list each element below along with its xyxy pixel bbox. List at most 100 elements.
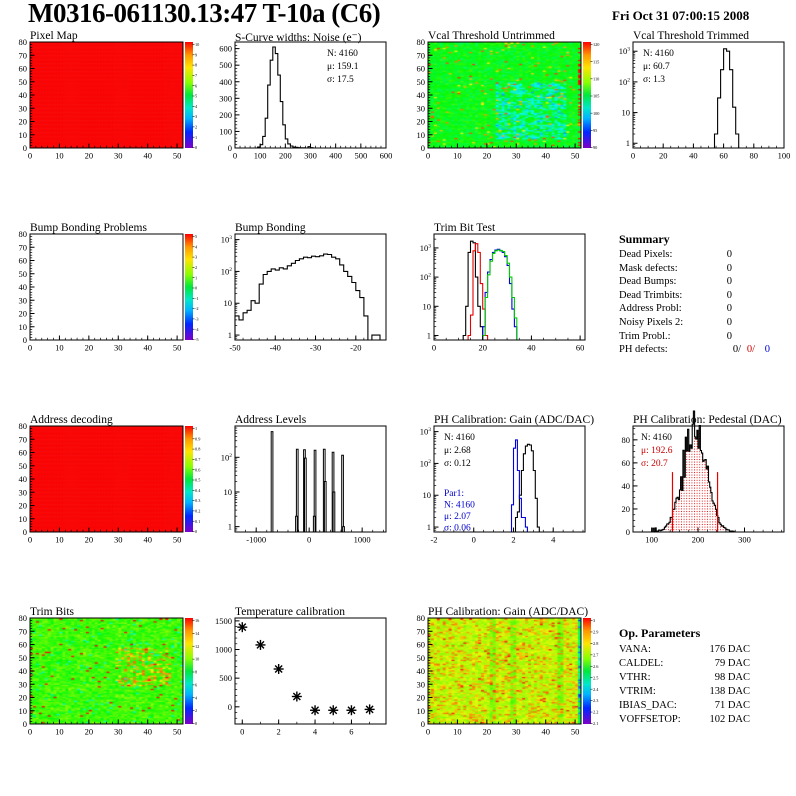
svg-text:-2: -2 xyxy=(430,535,437,545)
svg-text:0: 0 xyxy=(195,529,197,534)
svg-text:40: 40 xyxy=(19,90,28,100)
panel-row-label: VTRIM: xyxy=(619,686,656,697)
svg-text:50: 50 xyxy=(19,461,28,471)
panel-row: Dead Bumps: 0 xyxy=(619,276,786,290)
svg-text:400: 400 xyxy=(329,151,342,161)
svg-text:4: 4 xyxy=(313,727,318,737)
svg-text:20: 20 xyxy=(417,693,426,703)
panel-row-value: 0 xyxy=(726,330,732,342)
svg-text:40: 40 xyxy=(143,151,152,161)
svg-text:50: 50 xyxy=(19,269,28,279)
plot-temperature-calibration: Temperature calibration 0 2 4 6 0 500 1000 1500 xyxy=(199,606,398,796)
panel-row-value: 0/ xyxy=(746,344,755,356)
plot-title: PH Calibration: Gain (ADC/DAC) xyxy=(434,414,595,426)
svg-text:0: 0 xyxy=(228,143,232,153)
svg-text:50: 50 xyxy=(571,727,580,737)
svg-text:10: 10 xyxy=(453,151,462,161)
svg-text:0: 0 xyxy=(28,727,32,737)
svg-text:500: 500 xyxy=(354,151,367,161)
svg-text:10: 10 xyxy=(417,706,426,716)
svg-text:102: 102 xyxy=(619,77,631,87)
svg-text:60: 60 xyxy=(576,343,585,353)
plot-trim-bits: Trim Bits 0 10 20 30 40 50 0 10 20 30 40 50 60 70 80 16 1… xyxy=(0,606,201,796)
svg-text:80: 80 xyxy=(417,37,426,47)
svg-text:20: 20 xyxy=(478,343,487,353)
svg-text:0.6: 0.6 xyxy=(195,467,201,472)
svg-text:10: 10 xyxy=(423,490,432,500)
svg-text:0: 0 xyxy=(28,535,32,545)
svg-text:0: 0 xyxy=(626,527,630,537)
svg-text:40: 40 xyxy=(527,343,536,353)
svg-text:60: 60 xyxy=(417,64,426,74)
svg-text:N: 4160: N: 4160 xyxy=(641,433,672,443)
panel-row-value: 0 xyxy=(726,276,732,288)
svg-text:0.4: 0.4 xyxy=(195,488,201,493)
svg-text:103: 103 xyxy=(221,235,233,245)
svg-text:10: 10 xyxy=(55,151,64,161)
svg-text:200: 200 xyxy=(692,535,705,545)
svg-text:1: 1 xyxy=(195,275,197,280)
svg-text:5: 5 xyxy=(195,94,197,99)
svg-text:110: 110 xyxy=(593,76,599,81)
plot-bump-bonding: Bump Bonding -50 -40 -30 -20 1 10 102 103 xyxy=(199,222,398,412)
svg-text:80: 80 xyxy=(622,435,631,445)
svg-text:10: 10 xyxy=(55,727,64,737)
scatter-marker xyxy=(364,704,375,715)
svg-text:1: 1 xyxy=(427,522,431,532)
panel-row: VTRIM: 138 DAC xyxy=(619,686,786,700)
svg-text:60: 60 xyxy=(719,151,728,161)
svg-text:40: 40 xyxy=(143,535,152,545)
svg-text:0.3: 0.3 xyxy=(195,498,200,503)
svg-text:103: 103 xyxy=(420,243,432,253)
svg-text:102: 102 xyxy=(221,266,233,276)
svg-text:0: 0 xyxy=(23,719,27,729)
svg-text:0: 0 xyxy=(240,727,244,737)
svg-text:10: 10 xyxy=(19,322,28,332)
svg-text:50: 50 xyxy=(173,343,182,353)
plot-title: Vcal Threshold Trimmed xyxy=(633,30,750,42)
summary-heading: Summary xyxy=(619,232,670,246)
vcal-threshold-untrimmed-canvas xyxy=(428,42,581,148)
svg-text:1000: 1000 xyxy=(354,535,371,545)
svg-text:2: 2 xyxy=(195,708,197,713)
plot-title: Temperature calibration xyxy=(235,606,345,618)
svg-text:-40: -40 xyxy=(270,343,281,353)
panel-row-value: 0 xyxy=(726,249,732,260)
svg-text:100: 100 xyxy=(254,151,267,161)
ph-calibration-gain-map-canvas xyxy=(428,618,581,724)
svg-text:100: 100 xyxy=(778,151,791,161)
svg-text:20: 20 xyxy=(19,117,28,127)
svg-text:20: 20 xyxy=(85,151,94,161)
color-scale xyxy=(184,618,193,724)
svg-text:40: 40 xyxy=(143,343,152,353)
svg-text:30: 30 xyxy=(19,295,28,305)
op-parameters-heading: Op. Parameters xyxy=(619,626,701,640)
svg-text:50: 50 xyxy=(19,77,28,87)
panel-row-label: VOFFSETOP: xyxy=(619,714,681,725)
svg-text:70: 70 xyxy=(19,242,28,252)
svg-text:0: 0 xyxy=(23,335,27,345)
svg-text:20: 20 xyxy=(483,727,492,737)
plot-title: S-Curve widths: Noise (e⁻) xyxy=(235,32,362,44)
svg-text:0: 0 xyxy=(426,727,430,737)
op-parameters-panel: Op. Parameters VANA: 176 DAC CALDEL: 79 DAC V… xyxy=(597,606,796,796)
svg-text:μ: 159.1: μ: 159.1 xyxy=(327,62,359,72)
svg-text:2.9: 2.9 xyxy=(593,630,598,635)
svg-text:40: 40 xyxy=(19,282,28,292)
svg-text:2.1: 2.1 xyxy=(593,721,598,726)
panel-row-value: 0 xyxy=(726,303,732,315)
svg-text:80: 80 xyxy=(19,613,28,623)
panel-row-label: Address Probl: xyxy=(619,303,682,315)
address-levels-plot: -1000 0 1000 1 10 102 xyxy=(221,425,387,545)
svg-text:50: 50 xyxy=(173,151,182,161)
color-scale xyxy=(184,42,193,148)
plot-ph-gain-hist: PH Calibration: Gain (ADC/DAC) -2 0 2 4 1 10 10… xyxy=(398,414,597,604)
svg-text:0: 0 xyxy=(28,343,32,353)
svg-text:1: 1 xyxy=(228,330,232,340)
svg-text:10: 10 xyxy=(195,42,199,47)
panel-row-value: 0 xyxy=(764,344,770,356)
panel-row-value: 0 xyxy=(726,262,732,274)
svg-text:115: 115 xyxy=(593,59,599,64)
svg-text:20: 20 xyxy=(85,343,94,353)
